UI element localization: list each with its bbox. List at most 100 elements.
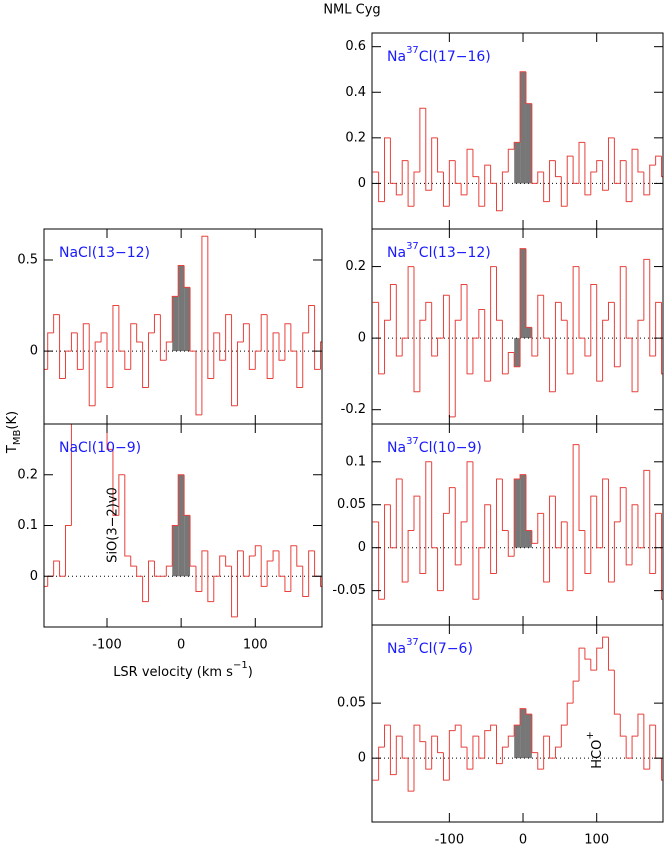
spectrum-step [425,108,432,191]
shaded-channel [178,474,185,577]
spectrum-step [83,399,89,414]
panel-frame [371,624,664,823]
x-tick-label: 100 [584,833,609,848]
spectrum-step [384,137,391,202]
spectrum-step [431,461,438,549]
spectrum-step [572,156,580,184]
text-part: 37 [406,241,419,252]
spectrum-step [112,305,119,388]
spectrum-step [378,302,385,375]
spectrum-step [531,530,538,544]
spectrum-step [278,550,285,577]
spectrum-step [419,725,426,743]
spectrum-step [519,248,526,367]
spectrum-step [513,724,521,737]
spectrum-step [296,545,303,567]
spectrum-step [407,160,414,207]
spectrum-step [401,736,409,759]
spectrum-step [560,302,568,321]
spectrum-step [466,747,473,770]
spectrum-step [507,530,515,557]
spectrum-step [537,171,544,184]
spectrum-step [507,735,515,748]
spectrum-step [607,637,615,671]
text-part: + [585,731,596,739]
spectrum-step [501,478,509,532]
spectrum-step [472,461,479,600]
spectrum-step [543,172,550,203]
spectrum-step [484,504,491,548]
spectrum-step [272,550,280,562]
spectrum-step [525,248,532,328]
spectrum-step [413,266,420,393]
spectrum-step [572,680,580,704]
spectrum-step [130,323,137,370]
spectrum-step [231,566,238,618]
spectrum-step [302,566,309,598]
text-part: Cl(17−16) [419,49,491,65]
panel-label: NaCl(10−9) [59,440,141,456]
spectrum-step [649,259,656,357]
spectrum-step [631,338,638,393]
spectrum-step [460,521,468,565]
x-tick-label: 100 [243,638,268,653]
spectrum-step [602,160,609,191]
spectrum-step [425,301,432,321]
spectrum-step [290,323,297,352]
spectrum-step [124,474,131,557]
spectrum-step [401,160,409,195]
spectrum-step [112,449,119,516]
spectrum-step [384,319,391,374]
spectrum-step [578,266,585,339]
spectrum-step [225,314,232,361]
spectrum-step [401,337,409,357]
spectrum-step [507,148,515,173]
spectrum-step [207,236,214,379]
spectrum-step [460,725,468,748]
spectrum-step [496,183,503,212]
text-part: Na [387,49,406,65]
spectrum-step [454,724,462,731]
panel-label: Na37Cl(13−12) [387,241,491,261]
spectrum-step [177,474,185,526]
spectrum-step [242,550,250,577]
spectrum-step [584,338,591,357]
spectrum-step [649,470,656,574]
spectrum-step [519,708,526,726]
spectrum-step [543,735,550,770]
y-tick-label: 0.05 [337,696,366,711]
spectrum-step [320,341,322,370]
spectrum-step [425,741,432,770]
x-tick-label: -100 [435,833,465,848]
spectrum-step [649,164,656,195]
spectrum-step [148,560,155,602]
spectrum-step [195,351,202,416]
spectrum-step [100,332,108,342]
spectrum-step [171,525,179,567]
spectrum-step [389,504,397,549]
shaded-channel [520,71,526,184]
y-tick-label: 0.2 [17,467,38,482]
y-tick-label: 0.2 [345,130,366,145]
annotation: SiO(3−2)v0 [106,487,121,563]
spectrum-step [320,576,322,587]
spectrum-step [637,713,644,737]
spectrum-step [543,295,550,339]
spectrum-step [53,560,60,577]
spectrum-step [195,566,202,592]
spectrum-step [554,496,562,549]
spectrum-step [53,314,60,333]
spectrum-step [478,176,485,207]
spectrum-step [619,160,627,184]
spectrum-step [248,555,256,577]
spectrum-step [661,758,663,781]
spectrum-step [631,148,638,202]
spectrum-step [314,550,321,577]
panel-label: Na37Cl(10−9) [387,436,482,456]
panel-label: NaCl(13−12) [59,245,150,261]
text-part: 37 [406,436,419,447]
spectrum-step [537,752,544,770]
y-tick-label: 0 [358,751,366,766]
spectrum-step [602,478,609,548]
spectrum-step [560,724,568,748]
